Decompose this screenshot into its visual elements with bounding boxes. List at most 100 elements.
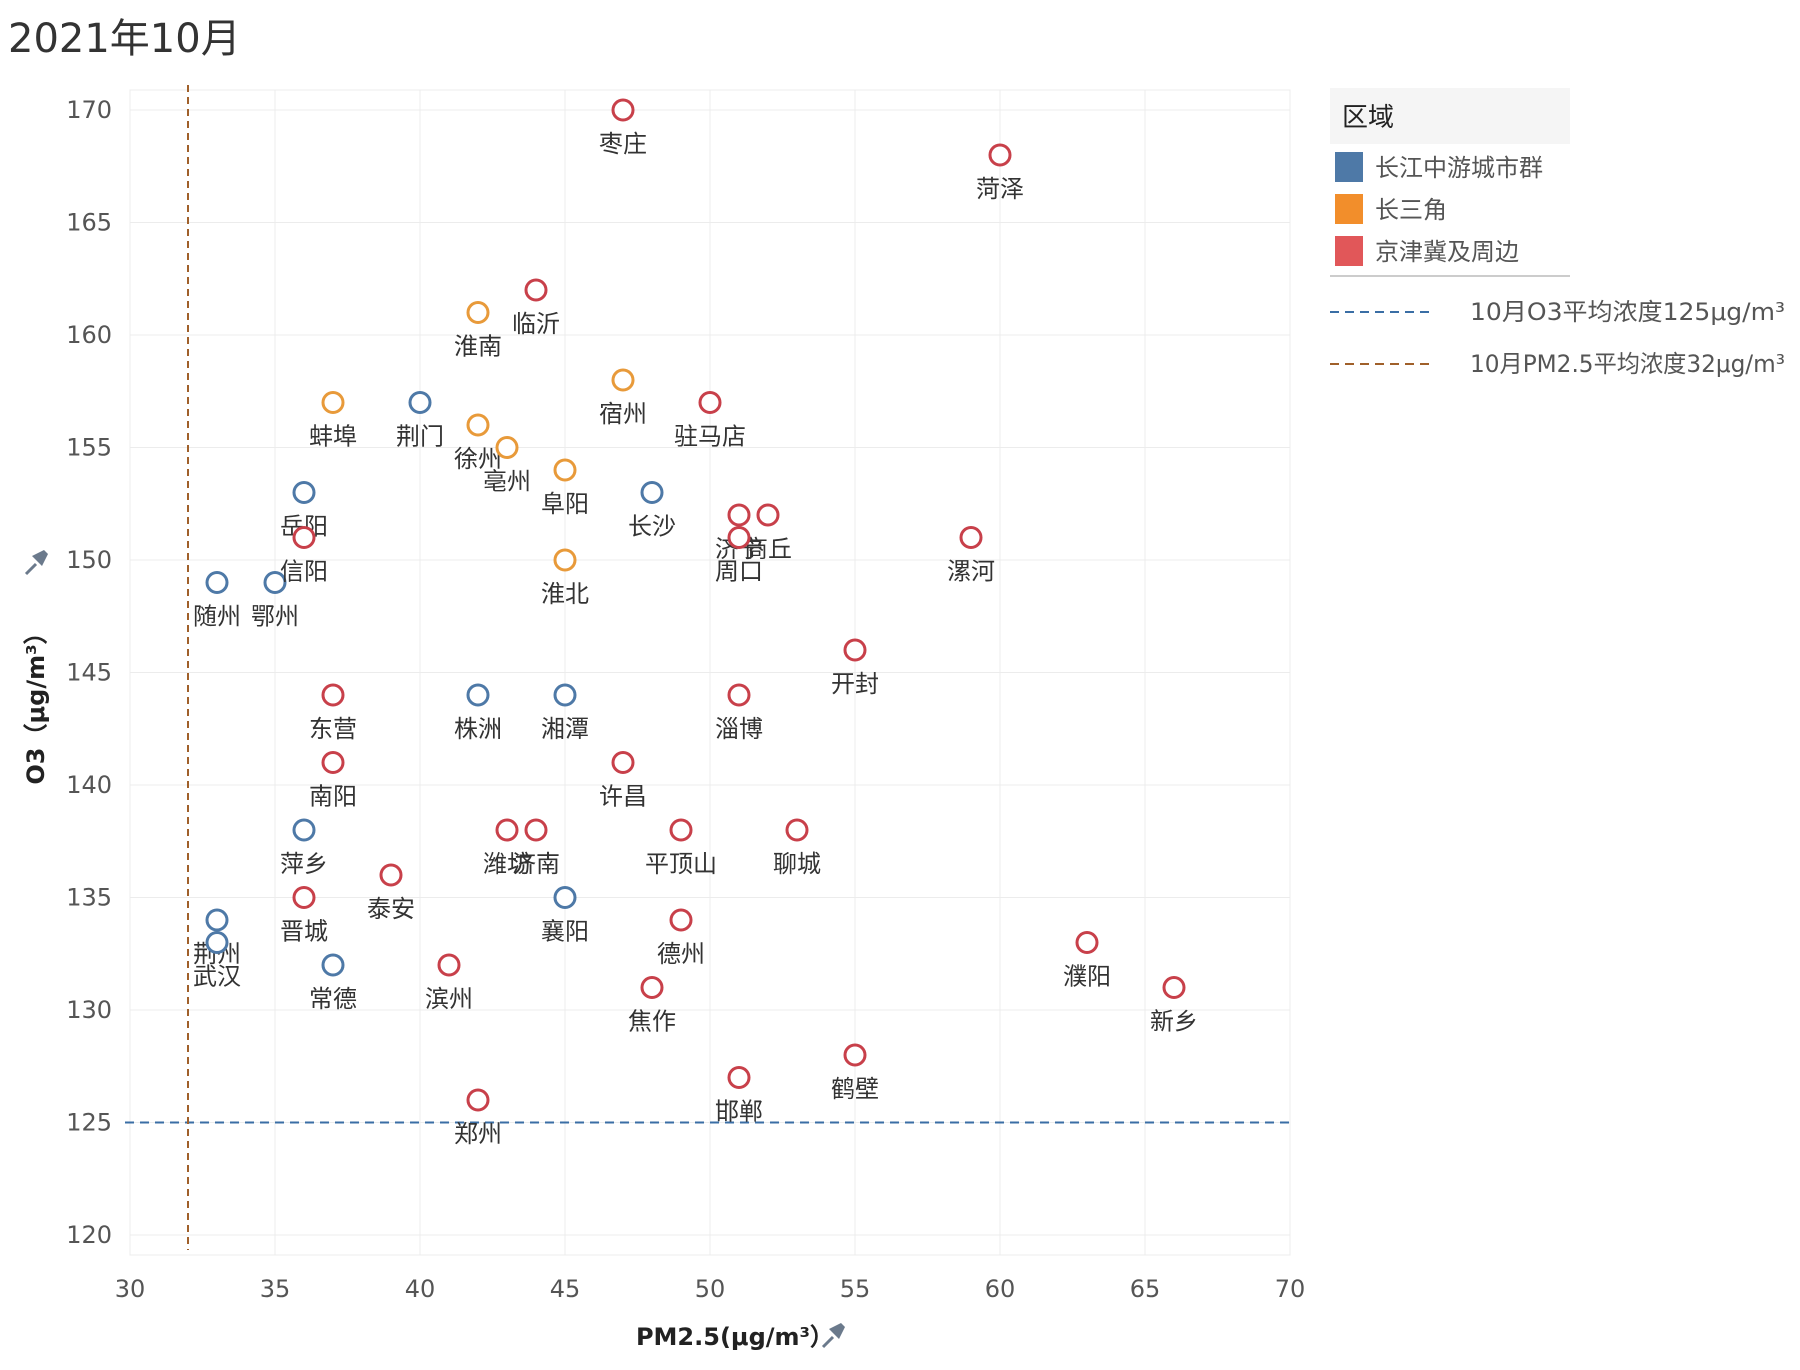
point-label: 平顶山	[645, 850, 717, 878]
x-tick-label: 55	[840, 1275, 871, 1303]
y-tick-label: 135	[66, 884, 112, 912]
data-point[interactable]	[553, 886, 577, 909]
data-point[interactable]	[756, 503, 780, 527]
point-label: 株洲	[454, 715, 502, 743]
data-point[interactable]	[524, 818, 548, 842]
point-label: 宿州	[599, 400, 647, 428]
data-point[interactable]	[640, 976, 664, 999]
data-point[interactable]	[1162, 976, 1186, 999]
data-point[interactable]	[495, 436, 519, 459]
data-points: 荆门岳阳长沙鄂州随州株洲湘潭萍乡襄阳荆州武汉常德淮南宿州蚌埠徐州亳州阜阳淮北枣庄…	[193, 98, 1198, 1148]
y-tick-label: 125	[66, 1109, 112, 1137]
data-point[interactable]	[727, 526, 751, 549]
point-label: 商丘	[744, 535, 792, 563]
point-label: 德州	[657, 940, 705, 968]
data-point[interactable]	[843, 1043, 867, 1067]
chart-title: 2021年10月	[8, 16, 241, 62]
data-point[interactable]	[292, 818, 316, 842]
point-label: 荆门	[396, 423, 444, 451]
data-point[interactable]	[292, 526, 316, 549]
x-tick-label: 60	[985, 1275, 1016, 1303]
y-tick-label: 160	[66, 321, 112, 349]
data-point[interactable]	[321, 683, 345, 707]
data-point[interactable]	[669, 908, 693, 932]
data-point[interactable]	[553, 548, 577, 572]
data-point[interactable]	[727, 503, 751, 527]
data-point[interactable]	[698, 391, 722, 414]
data-point[interactable]	[727, 683, 751, 707]
x-tick-label: 65	[1130, 1275, 1161, 1303]
point-label: 亳州	[483, 468, 531, 496]
data-point[interactable]	[205, 908, 229, 932]
data-point[interactable]	[843, 638, 867, 662]
point-label: 邯郸	[715, 1098, 763, 1126]
legend-title: 区域	[1342, 103, 1394, 133]
point-label: 许昌	[599, 783, 647, 811]
data-point[interactable]	[988, 143, 1012, 167]
point-label: 随州	[193, 603, 241, 631]
point-label: 徐州	[454, 445, 502, 473]
data-point[interactable]	[205, 931, 229, 954]
data-point[interactable]	[524, 278, 548, 302]
point-label: 南阳	[309, 783, 357, 811]
y-axis-pin-icon[interactable]	[24, 550, 48, 576]
y-tick-label: 120	[66, 1221, 112, 1249]
data-point[interactable]	[553, 458, 577, 482]
data-point[interactable]	[959, 526, 983, 549]
data-point[interactable]	[466, 683, 490, 707]
point-label: 漯河	[947, 558, 995, 586]
legend-swatch[interactable]	[1335, 236, 1363, 266]
data-point[interactable]	[466, 1088, 490, 1112]
data-point[interactable]	[292, 481, 316, 504]
data-point[interactable]	[379, 863, 403, 887]
point-label: 东营	[309, 715, 357, 743]
point-label: 萍乡	[280, 850, 328, 878]
data-point[interactable]	[785, 818, 809, 842]
legend-ref-label: 10月O3平均浓度125μg/m³	[1470, 298, 1785, 326]
data-point[interactable]	[611, 368, 635, 392]
y-tick-label: 130	[66, 996, 112, 1024]
data-point[interactable]	[611, 751, 635, 774]
point-label: 临沂	[512, 310, 560, 338]
data-point[interactable]	[408, 391, 432, 414]
data-point[interactable]	[205, 571, 229, 594]
legend-swatch[interactable]	[1335, 194, 1363, 224]
point-label: 淮南	[454, 333, 502, 361]
data-point[interactable]	[263, 571, 287, 594]
x-tick-label: 45	[550, 1275, 581, 1303]
x-axis-pin-icon[interactable]	[821, 1323, 845, 1349]
legend-swatch[interactable]	[1335, 152, 1363, 182]
data-point[interactable]	[321, 953, 345, 977]
data-point[interactable]	[495, 818, 519, 842]
x-tick-label: 70	[1275, 1275, 1306, 1303]
series-group: 枣庄菏泽临沂驻马店济宁商丘周口信阳漯河开封东营淄博南阳许昌潍坊济南平顶山聊城泰安…	[280, 98, 1198, 1148]
data-point[interactable]	[553, 683, 577, 707]
point-label: 开封	[831, 670, 879, 698]
point-label: 鄂州	[251, 603, 299, 631]
data-point[interactable]	[669, 818, 693, 842]
x-axis-title: PM2.5(μg/m³）	[636, 1323, 834, 1351]
y-tick-label: 140	[66, 771, 112, 799]
point-label: 蚌埠	[309, 423, 357, 451]
point-label: 枣庄	[599, 130, 647, 158]
legend-ref-label: 10月PM2.5平均浓度32μg/m³	[1470, 350, 1785, 378]
data-point[interactable]	[640, 481, 664, 504]
data-point[interactable]	[466, 413, 490, 437]
point-label: 周口	[715, 558, 763, 586]
point-label: 淮北	[541, 580, 589, 608]
data-point[interactable]	[1075, 931, 1099, 954]
data-point[interactable]	[292, 886, 316, 909]
data-point[interactable]	[727, 1066, 751, 1089]
data-point[interactable]	[321, 751, 345, 774]
data-point[interactable]	[466, 301, 490, 324]
y-tick-label: 145	[66, 659, 112, 687]
x-tick-label: 50	[695, 1275, 726, 1303]
data-point[interactable]	[611, 98, 635, 122]
point-label: 菏泽	[976, 175, 1024, 203]
data-point[interactable]	[437, 953, 461, 977]
point-label: 濮阳	[1063, 963, 1111, 991]
data-point[interactable]	[321, 391, 345, 414]
